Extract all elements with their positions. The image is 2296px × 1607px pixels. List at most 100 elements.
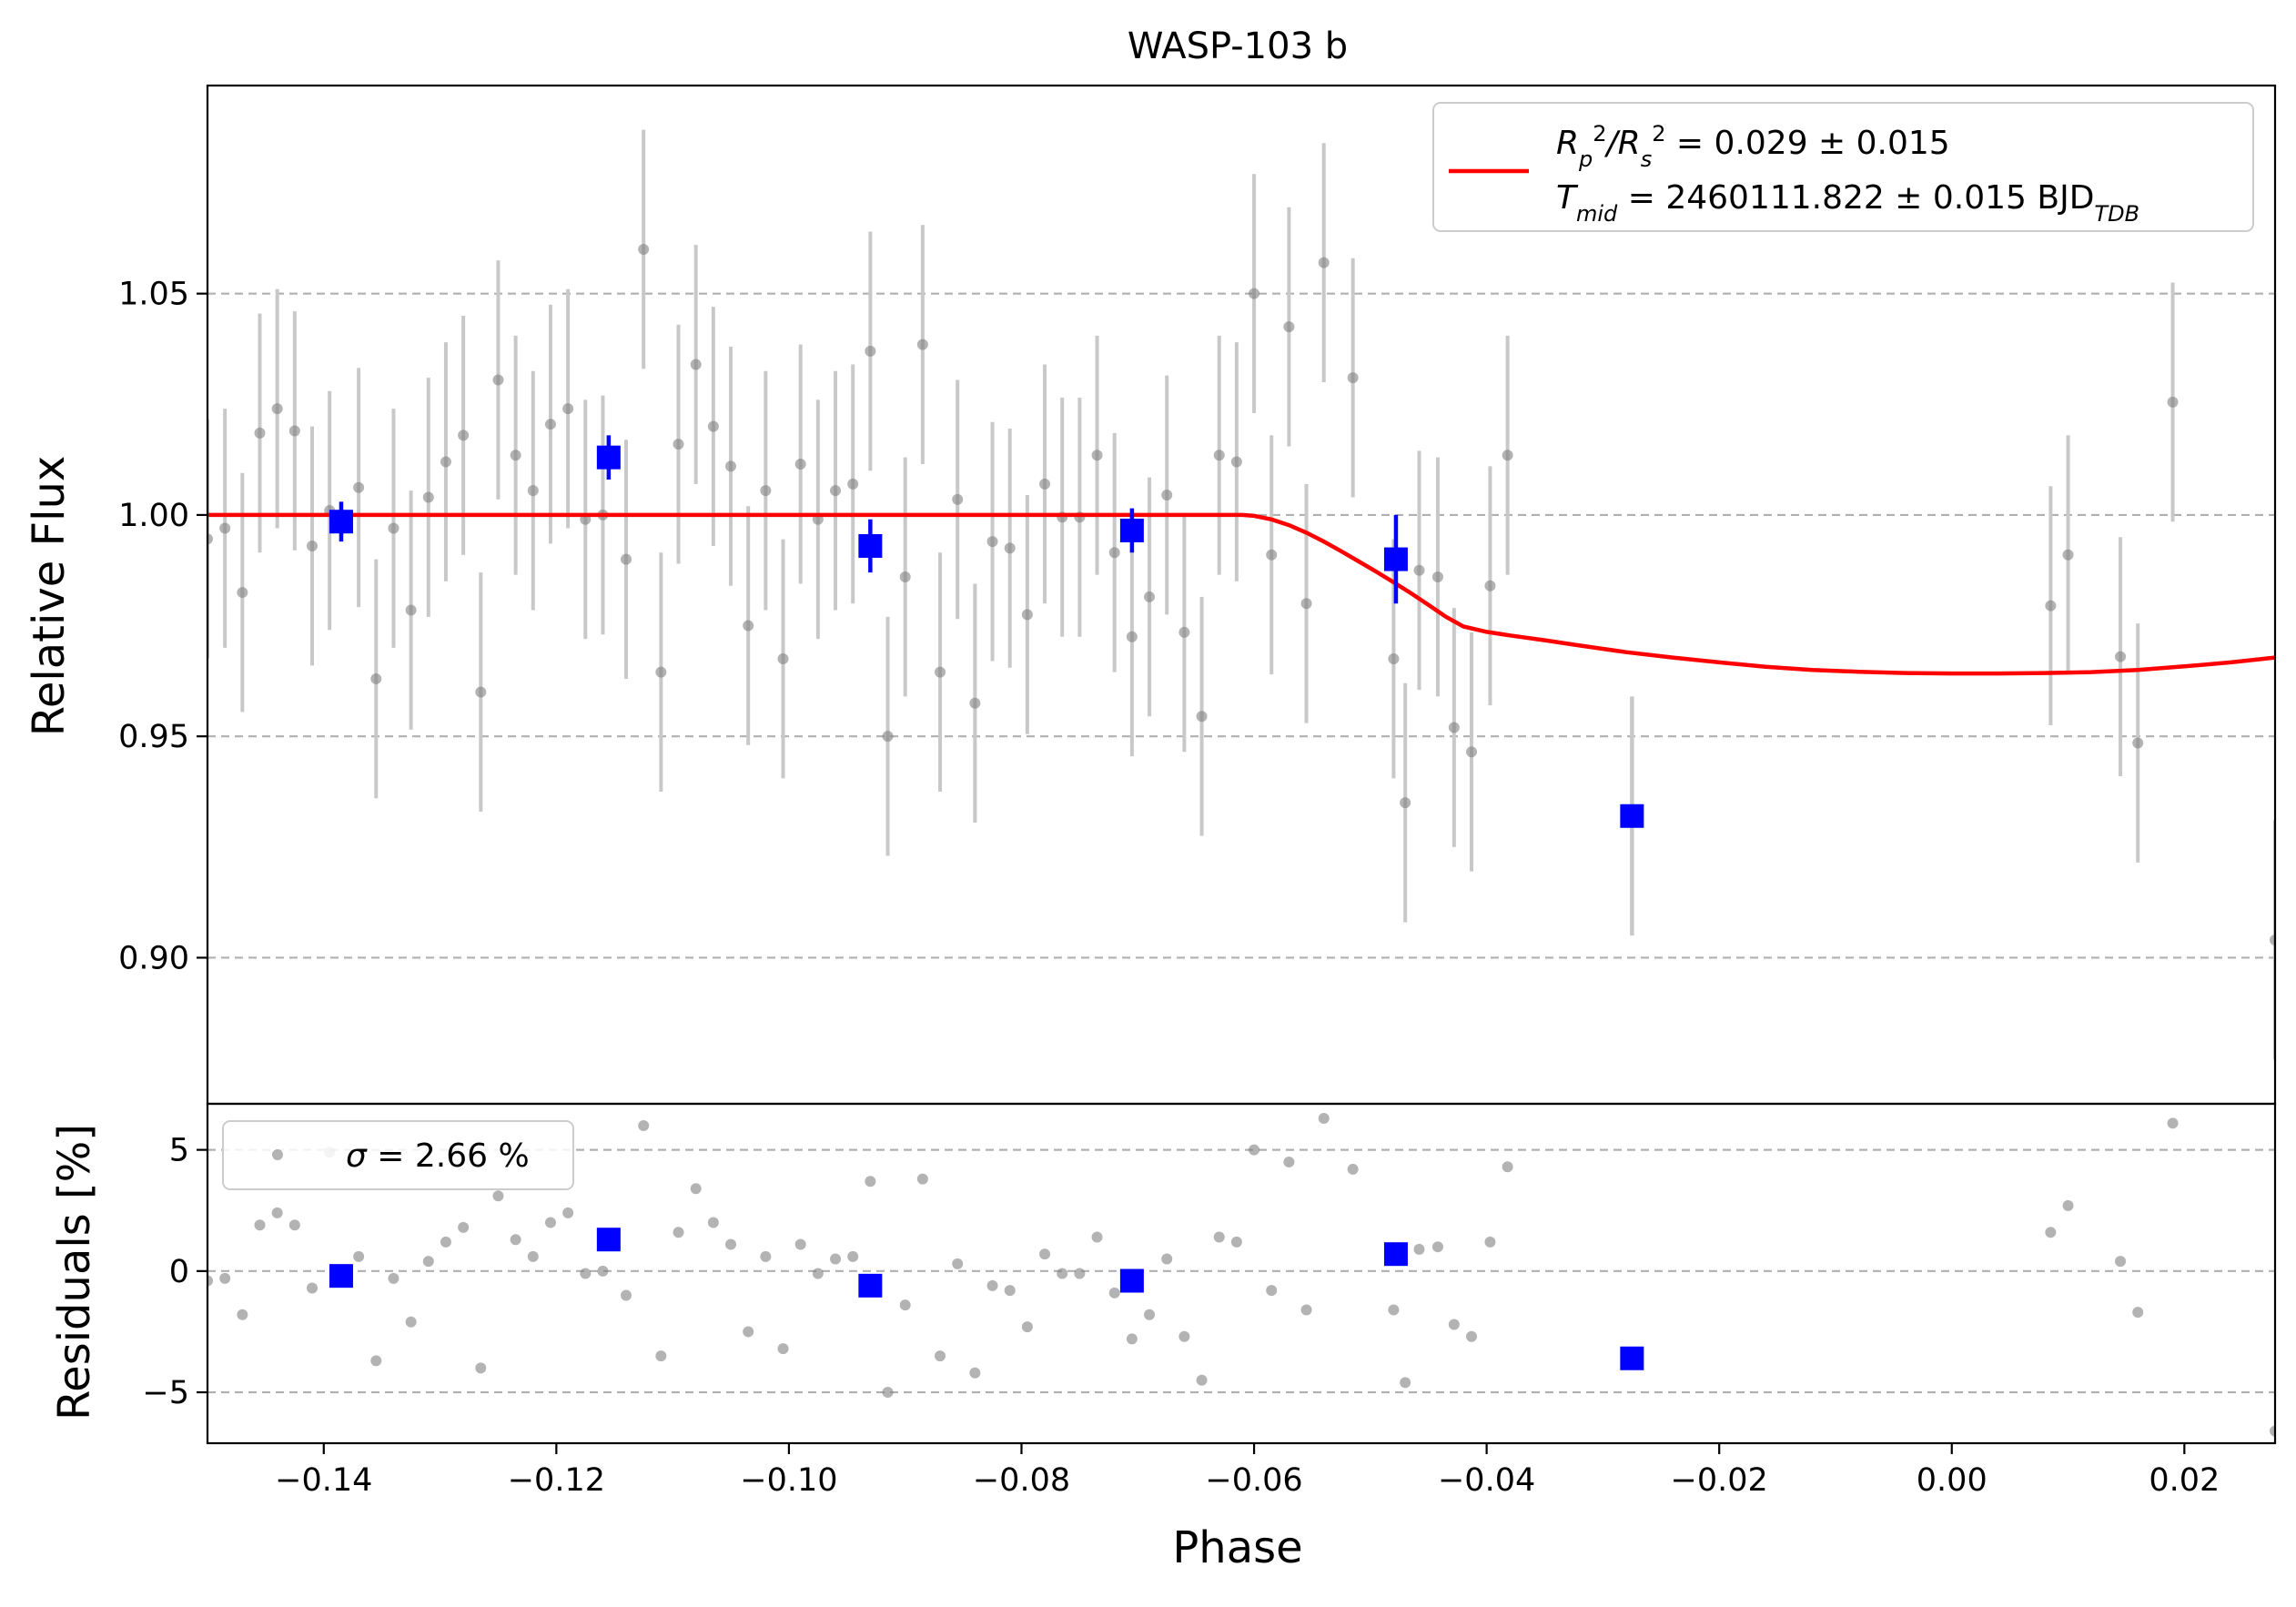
- legend-rs-sub: s: [1641, 147, 1653, 172]
- residual-point: [1021, 1321, 1033, 1333]
- raw-point: [2270, 934, 2275, 945]
- flux-legend: Rp2/Rs2 = 0.029 ± 0.015 Tmid = 2460111.8…: [1432, 102, 2254, 232]
- raw-point: [1300, 598, 1312, 610]
- raw-point: [1213, 450, 1225, 461]
- residual-point: [475, 1362, 487, 1374]
- x-tick-label: −0.04: [1438, 1462, 1535, 1499]
- raw-point: [865, 345, 876, 357]
- binned-point: [596, 445, 621, 470]
- residual-y-tick-label: 5: [169, 1133, 189, 1169]
- binned-point: [1620, 804, 1644, 828]
- raw-point: [510, 450, 521, 461]
- raw-point: [1004, 542, 1016, 554]
- legend-rs-sup: 2: [1652, 121, 1665, 147]
- residual-point: [492, 1190, 504, 1202]
- residual-point: [1126, 1333, 1138, 1345]
- residual-legend-box: [222, 1120, 574, 1190]
- residual-point: [1108, 1287, 1120, 1299]
- raw-point: [562, 403, 574, 415]
- raw-point: [475, 686, 487, 698]
- raw-point: [621, 553, 632, 565]
- residual-binned-point: [1620, 1346, 1644, 1370]
- residual-y-ticks: −5 0 5: [142, 1133, 207, 1411]
- residual-point: [882, 1387, 894, 1399]
- raw-point: [353, 481, 365, 493]
- residual-point: [1484, 1236, 1496, 1248]
- raw-points: [207, 244, 2275, 945]
- raw-point: [638, 244, 650, 256]
- raw-point: [370, 672, 382, 684]
- raw-point: [1196, 711, 1208, 723]
- transit-model-line: [207, 512, 2275, 676]
- residual-binned-point: [329, 1264, 353, 1289]
- legend-rp-sub: p: [1578, 147, 1593, 172]
- raw-point: [2132, 737, 2144, 749]
- flux-y-tick-label: 1.00: [118, 498, 189, 534]
- raw-point: [655, 666, 667, 678]
- residual-point: [597, 1265, 609, 1277]
- x-tick-label: −0.14: [275, 1462, 372, 1499]
- raw-point: [527, 485, 539, 497]
- residual-point: [794, 1238, 806, 1250]
- residual-point: [1213, 1231, 1225, 1243]
- raw-point: [760, 485, 772, 497]
- residual-point: [405, 1316, 417, 1328]
- phase-axis-label: Phase: [1172, 1522, 1302, 1573]
- residual-binned-point: [858, 1273, 883, 1298]
- legend-sigma-symbol: σ: [346, 1137, 368, 1175]
- legend-tmid-label: Tmid = 2460111.822 ± 0.015 BJDTDB: [1556, 179, 2139, 227]
- x-tick-label: −0.08: [973, 1462, 1070, 1499]
- raw-point: [1230, 456, 1242, 468]
- legend-t-sub: mid: [1576, 201, 1618, 227]
- residual-point: [207, 1275, 213, 1287]
- residual-point: [725, 1238, 737, 1250]
- residual-point: [510, 1234, 521, 1246]
- residual-point: [969, 1367, 981, 1379]
- raw-point: [1039, 478, 1051, 490]
- residual-point: [673, 1227, 684, 1238]
- residual-point: [1004, 1285, 1016, 1297]
- residual-binned-points: [329, 1228, 1644, 1370]
- binned-point: [1119, 518, 1144, 542]
- raw-point: [1161, 490, 1173, 501]
- chart-title: WASP-103 b: [1128, 25, 1348, 67]
- x-tick-label: −0.10: [740, 1462, 837, 1499]
- residual-point: [935, 1350, 946, 1362]
- flux-y-tick-label: 1.05: [118, 277, 189, 313]
- residual-point: [271, 1207, 283, 1218]
- residual-point: [353, 1250, 365, 1262]
- legend-tdb-sub: TDB: [2094, 201, 2139, 227]
- residual-point: [1431, 1241, 1443, 1253]
- raw-point: [237, 587, 248, 599]
- residual-point: [1347, 1163, 1359, 1175]
- raw-point: [405, 604, 417, 616]
- raw-point: [899, 571, 911, 583]
- legend-rp-symbol: R: [1556, 125, 1579, 162]
- residual-point: [527, 1250, 539, 1262]
- residual-point: [1039, 1248, 1051, 1260]
- raw-point: [1484, 580, 1496, 591]
- raw-point: [458, 430, 470, 441]
- raw-point: [1266, 549, 1278, 561]
- residual-point: [916, 1173, 928, 1185]
- binned-point: [329, 510, 353, 534]
- legend-rp-sup: 2: [1593, 121, 1606, 147]
- residual-point: [288, 1219, 300, 1231]
- residual-point: [655, 1350, 667, 1362]
- raw-point: [1126, 631, 1138, 642]
- flux-panel: 0.900.951.001.05 Rp2/Rs2 = 0.029 ± 0.015…: [118, 84, 2277, 1106]
- residual-point: [952, 1258, 964, 1269]
- legend-sigma-value: = 2.66 %: [367, 1137, 530, 1175]
- residual-binned-point: [1119, 1268, 1144, 1293]
- residual-point: [743, 1326, 754, 1338]
- raw-point: [777, 653, 789, 665]
- raw-point: [1283, 321, 1295, 333]
- residual-point: [847, 1250, 859, 1262]
- residuals-panel: −5 0 5 −0.14 −0.12 −0.10 −0.08 −0.06 −0.04 −0.02…: [142, 1102, 2277, 1499]
- raw-point: [673, 439, 684, 450]
- raw-point: [2167, 396, 2179, 408]
- x-ticks: −0.14 −0.12 −0.10 −0.08 −0.06 −0.04 −0.02 0.00 0…: [275, 1443, 2220, 1499]
- legend-depth-value: = 0.029 ± 0.015: [1665, 125, 1949, 162]
